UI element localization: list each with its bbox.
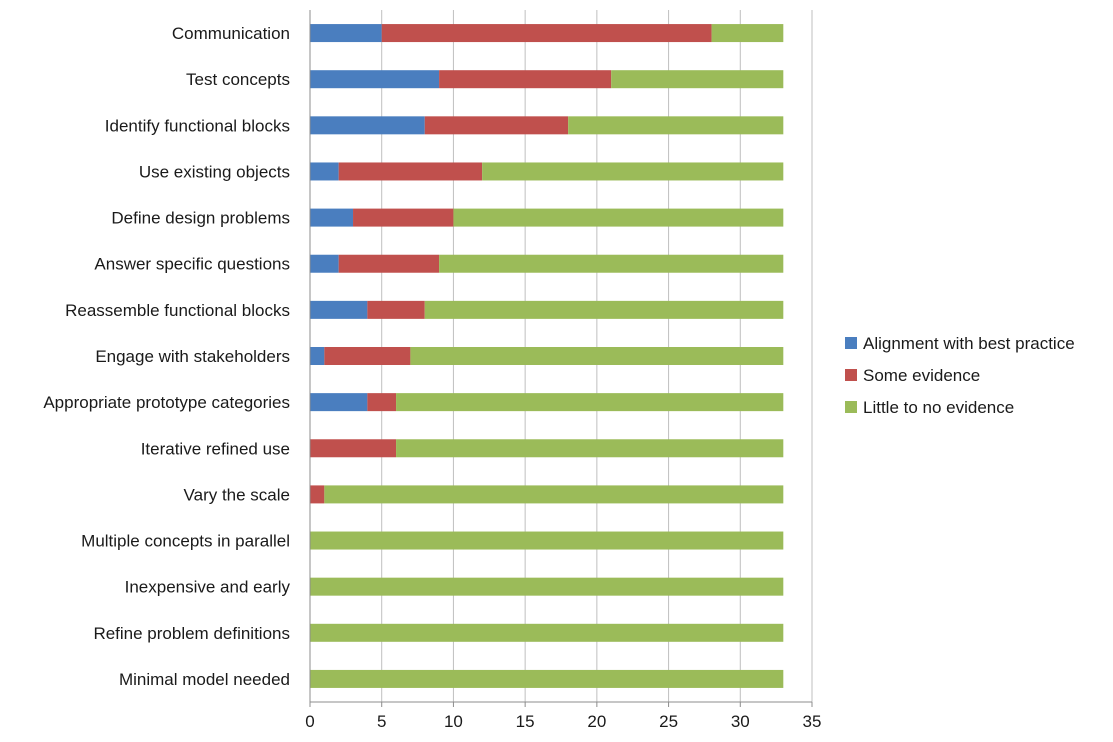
category-label: Refine problem definitions	[93, 624, 290, 643]
bar-segment	[310, 623, 784, 642]
x-tick-label: 25	[659, 712, 678, 731]
bar-segment	[353, 208, 454, 227]
bar-segment	[310, 485, 325, 504]
bar-segment	[711, 24, 784, 43]
bar-segment	[439, 254, 784, 273]
bar-segment	[310, 669, 784, 688]
category-label: Minimal model needed	[119, 670, 290, 689]
legend-swatch	[845, 337, 857, 349]
bar-segment	[439, 70, 612, 89]
legend-label: Some evidence	[863, 366, 980, 385]
bar-segment	[424, 116, 569, 135]
category-label: Multiple concepts in parallel	[81, 532, 290, 551]
bar-segment	[310, 393, 368, 412]
x-tick-label: 15	[516, 712, 535, 731]
category-label: Vary the scale	[184, 485, 290, 504]
bar-segment	[611, 70, 784, 89]
bar-segment	[310, 208, 354, 227]
category-label: Appropriate prototype categories	[43, 393, 290, 412]
bar-segment	[310, 254, 339, 273]
bar-segment	[310, 116, 425, 135]
bar-segment	[424, 300, 784, 319]
x-tick-label: 20	[587, 712, 606, 731]
category-label: Communication	[172, 24, 290, 43]
category-label: Use existing objects	[139, 162, 290, 181]
legend-swatch	[845, 369, 857, 381]
category-label: Answer specific questions	[94, 255, 290, 274]
category-label: Iterative refined use	[141, 439, 290, 458]
bar-segment	[568, 116, 784, 135]
bar-segment	[310, 162, 339, 181]
bars	[310, 24, 784, 688]
category-label: Define design problems	[111, 209, 290, 228]
bar-segment	[310, 347, 325, 365]
category-label: Engage with stakeholders	[95, 347, 290, 366]
bar-segment	[396, 393, 784, 412]
bar-segment	[410, 347, 784, 365]
bar-segment	[381, 24, 712, 43]
x-tick-label: 5	[377, 712, 386, 731]
bar-segment	[310, 24, 382, 43]
bar-segment	[367, 393, 397, 412]
bar-segment	[310, 531, 784, 550]
legend-label: Alignment with best practice	[863, 334, 1075, 353]
category-labels: Communication Test concepts Identify funct…	[43, 24, 290, 689]
x-tick-label: 35	[803, 712, 822, 731]
category-label: Test concepts	[186, 70, 290, 89]
bar-segment	[396, 439, 784, 458]
legend: Alignment with best practice Some evidenc…	[845, 334, 1075, 417]
category-label: Identify functional blocks	[105, 116, 290, 135]
x-tick-label: 0	[305, 712, 314, 731]
bar-segment	[324, 347, 411, 365]
x-tick-label: 30	[731, 712, 750, 731]
bar-segment	[338, 162, 483, 181]
x-tick-labels: 0 5 10 15 20 25 30 35	[305, 712, 821, 731]
x-tick-label: 10	[444, 712, 463, 731]
bar-segment	[338, 254, 440, 273]
axes	[309, 10, 813, 707]
bar-segment	[482, 162, 784, 181]
legend-label: Little to no evidence	[863, 398, 1014, 417]
bar-segment	[310, 70, 440, 89]
bar-segment	[310, 300, 368, 319]
category-label: Inexpensive and early	[125, 578, 291, 597]
bar-segment	[310, 439, 397, 458]
legend-swatch	[845, 401, 857, 413]
bar-segment	[367, 300, 425, 319]
bar-segment	[310, 577, 784, 596]
bar-segment	[453, 208, 784, 227]
category-label: Reassemble functional blocks	[65, 301, 290, 320]
bar-segment	[324, 485, 784, 504]
